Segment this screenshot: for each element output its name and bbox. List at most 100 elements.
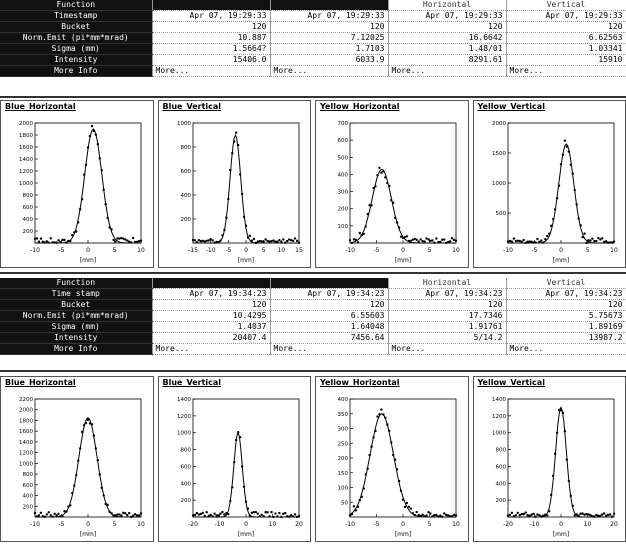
measurement-point <box>364 225 367 228</box>
measurement-point <box>551 474 554 478</box>
more-info-button[interactable]: More... <box>155 66 190 75</box>
measurement-point <box>425 514 428 517</box>
measurement-point <box>281 238 284 241</box>
measurement-point <box>374 185 377 188</box>
measurement-point <box>565 145 568 148</box>
more-info-button[interactable]: More... <box>391 344 426 353</box>
table-row: Bucket 120 120 120 120 <box>0 299 626 311</box>
measurement-point <box>226 512 230 516</box>
measurement-point <box>606 513 609 517</box>
measurement-point <box>131 514 135 517</box>
more-info-button[interactable]: More... <box>509 344 544 353</box>
measurement-point <box>415 510 418 514</box>
measurement-point <box>427 510 430 514</box>
x-tick-label: 0 <box>559 247 563 254</box>
x-tick-label: 20 <box>295 521 303 528</box>
y-tick-label: 800 <box>495 448 506 454</box>
value-cell: 120 <box>506 21 626 33</box>
value-cell: Apr 07, 19:29:33 <box>270 10 389 22</box>
more-info-button[interactable]: More... <box>155 344 190 353</box>
profile-plot-panel: Yellow_Vertical -20 -10 0 10 20 [mm] 1400 1200 10… <box>472 376 626 542</box>
row-label: Norm.Emit (pi*mm*mrad) <box>0 310 153 322</box>
measurement-point <box>586 239 590 242</box>
measurement-point <box>75 230 78 233</box>
value-cell: 15910 <box>506 54 626 66</box>
measurement-point <box>580 236 584 239</box>
x-tick-label: 0 <box>401 247 405 254</box>
measurement-point <box>555 431 558 434</box>
y-tick-label: 800 <box>23 472 34 478</box>
measurement-point <box>256 240 259 243</box>
y-tick-label: 300 <box>338 427 349 433</box>
measurement-point <box>275 515 279 518</box>
table-row: More Info More... More... More... More... <box>0 65 626 77</box>
measurement-point <box>567 479 570 483</box>
value-cell: 7.12025 <box>270 32 389 44</box>
measurement-point <box>135 240 139 243</box>
value-cell: 16.6642 <box>388 32 507 44</box>
y-tick-label: 1400 <box>177 397 191 403</box>
measurement-point <box>439 514 442 517</box>
measurement-point <box>246 507 249 510</box>
measurement-point <box>254 510 257 514</box>
measurement-point <box>139 512 143 515</box>
y-tick-label: 50 <box>341 500 348 506</box>
measurement-point <box>246 236 249 239</box>
measurement-point <box>47 241 50 244</box>
measurement-point <box>63 238 66 242</box>
gaussian-fit-line <box>507 405 614 518</box>
measurement-point <box>454 514 458 517</box>
measurement-point <box>417 240 420 243</box>
x-tick-label: -10 <box>345 247 355 254</box>
measurement-point <box>137 514 141 517</box>
measurement-point <box>520 512 523 516</box>
measurement-point <box>506 514 509 517</box>
value-cell: 10.4295 <box>152 310 271 322</box>
measurement-point <box>425 237 428 240</box>
measurement-point <box>242 215 245 219</box>
profile-plots-row-1: Blue_Horizontal -10 -5 0 5 10 [mm] 2000 1800 1600… <box>0 100 626 268</box>
measurement-point <box>277 239 281 242</box>
x-tick-label: -5 <box>374 521 380 528</box>
x-tick-label: 5 <box>428 247 432 254</box>
measurement-point <box>443 512 446 515</box>
value-cell: Apr 07, 19:29:33 <box>152 10 271 22</box>
measurement-point <box>37 514 41 517</box>
measurement-point <box>269 239 273 243</box>
profile-plot-panel: Blue_Vertical -15 -10 -5 0 5 10 15 [mm] 1000 800 60… <box>157 100 311 268</box>
column-header: Vertical <box>506 278 626 289</box>
plot-title: Yellow_Vertical <box>477 102 545 111</box>
profile-chart: -10 -5 0 5 10 [mm] 2200 2000 1800 1600 1400 1200 100… <box>19 397 145 538</box>
x-tick-label: 10 <box>137 521 145 528</box>
y-tick-label: 600 <box>23 205 34 211</box>
measurement-point <box>563 139 566 142</box>
measurement-point <box>435 237 438 240</box>
measurement-point <box>124 238 127 241</box>
plot-frame <box>34 398 142 518</box>
measurement-point <box>197 239 200 242</box>
more-info-button[interactable]: More... <box>391 66 426 75</box>
measurement-point <box>135 514 139 517</box>
table-row: More Info More... More... More... More... <box>0 343 626 355</box>
measurement-point <box>441 515 444 518</box>
x-tick-label: 0 <box>401 521 405 528</box>
row-label: Sigma (mm) <box>0 43 153 55</box>
measurement-point <box>368 204 371 207</box>
more-info-button[interactable]: More... <box>273 344 308 353</box>
profile-plot-panel: Yellow_Vertical -10 -5 0 5 10 [mm] 2000 1500 1000… <box>472 100 626 268</box>
measurement-point <box>271 239 275 242</box>
value-cell: 10.887 <box>152 32 271 44</box>
measurement-point <box>518 513 521 517</box>
measurement-point <box>293 513 296 516</box>
measurement-point <box>448 240 452 243</box>
measurement-point <box>454 239 458 242</box>
measurement-point <box>433 241 436 244</box>
measurement-point <box>527 240 531 243</box>
value-cell: 1.03341 <box>506 43 626 55</box>
profile-plots-row-2: Blue_Horizontal -10 -5 0 5 10 [mm] 2200 2000 1800… <box>0 376 626 542</box>
measurement-point <box>520 240 523 243</box>
more-info-button[interactable]: More... <box>273 66 308 75</box>
more-info-button[interactable]: More... <box>509 66 544 75</box>
measurement-point <box>287 515 290 518</box>
measurement-point <box>395 468 399 471</box>
